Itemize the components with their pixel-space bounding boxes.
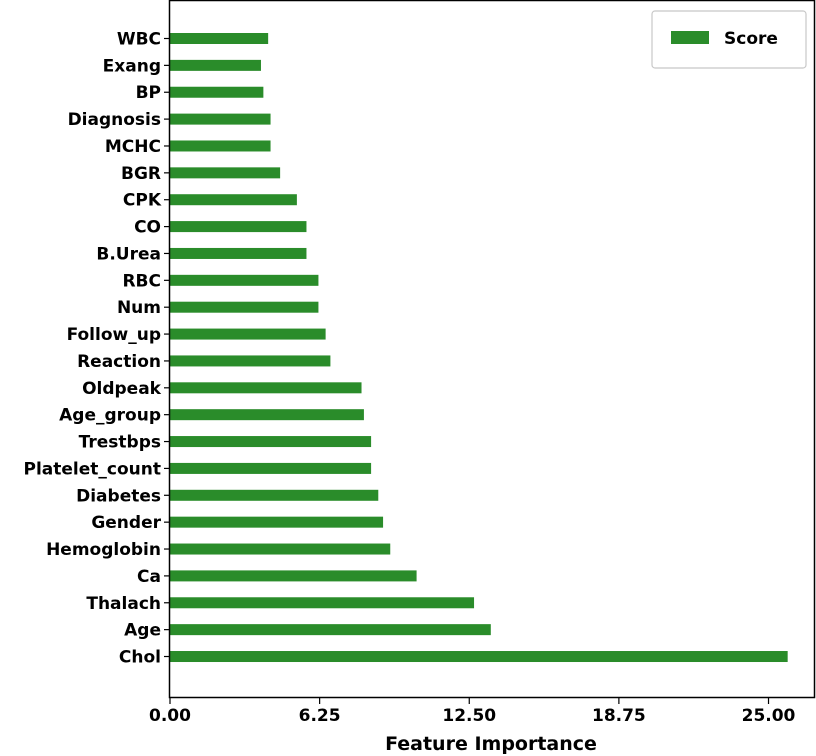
y-tick-label: Num: [117, 298, 161, 318]
y-tick-label: CO: [134, 218, 161, 238]
bars-group: [170, 33, 788, 663]
x-tick-label: 25.00: [742, 706, 796, 726]
y-tick-labels: WBC Exang BP Diagnosis MCHC BGR CPK CO B.Urea RBC…: [24, 30, 170, 668]
y-tick-label: Age_group: [59, 406, 161, 426]
bar-mchc: [170, 140, 271, 152]
legend: Score: [651, 10, 807, 69]
y-tick-label: Reaction: [77, 352, 161, 372]
y-tick-label: B.Urea: [96, 244, 161, 264]
y-tick-label: Follow_up: [67, 325, 161, 345]
y-tick-label: Age: [124, 621, 161, 641]
y-tick-label: Exang: [103, 56, 161, 76]
bar-exang: [170, 59, 261, 71]
bar-chol: [170, 651, 788, 663]
y-tick-label: Diagnosis: [68, 110, 161, 130]
bar-reaction: [170, 355, 331, 367]
bar-age: [170, 624, 491, 636]
bar-ca: [170, 570, 417, 582]
plot-frame: [168, 0, 816, 699]
legend-swatch: [671, 31, 709, 44]
bar-hemoglobin: [170, 543, 391, 555]
x-ticks-group: 0.00 6.25 12.50 18.75 25.00: [149, 698, 796, 726]
bar-diabetes: [170, 489, 379, 501]
y-tick-label: WBC: [117, 30, 161, 50]
bar-rbc: [170, 274, 319, 286]
bar-bp: [170, 86, 264, 98]
x-tick-label: 18.75: [592, 706, 646, 726]
y-tick-label: Ca: [137, 567, 161, 587]
y-tick-label: Thalach: [86, 594, 161, 614]
bar-b-urea: [170, 247, 307, 259]
y-tick-label: BP: [136, 83, 161, 103]
y-tick-label: Diabetes: [76, 486, 161, 506]
y-tick-label: Oldpeak: [82, 379, 162, 399]
y-tick-label: Trestbps: [79, 433, 161, 453]
x-tick-label: 0.00: [149, 706, 191, 726]
bar-co: [170, 221, 307, 233]
y-tick-label: RBC: [122, 271, 161, 291]
y-tick-label: CPK: [123, 191, 162, 211]
bar-thalach: [170, 597, 475, 609]
legend-box: [651, 10, 807, 69]
legend-label: Score: [724, 29, 778, 49]
bar-num: [170, 301, 319, 313]
bar-wbc: [170, 33, 269, 44]
y-tick-label: Hemoglobin: [46, 540, 161, 560]
bar-bgr: [170, 167, 281, 179]
bar-diagnosis: [170, 113, 271, 125]
x-axis-title: Feature Importance: [385, 733, 597, 755]
bar-gender: [170, 516, 384, 528]
bar-age-group: [170, 409, 364, 421]
y-tick-label: Platelet_count: [24, 459, 162, 479]
bar-oldpeak: [170, 382, 362, 394]
y-tick-label: MCHC: [105, 137, 161, 157]
y-tick-label: Gender: [91, 513, 161, 533]
x-tick-label: 6.25: [299, 706, 341, 726]
bar-platelet-count: [170, 462, 372, 474]
bar-cpk: [170, 194, 297, 206]
y-tick-label: Chol: [119, 648, 161, 668]
bar-follow-up: [170, 328, 326, 340]
y-tick-label: BGR: [121, 164, 161, 184]
x-tick-label: 12.50: [442, 706, 496, 726]
bar-trestbps: [170, 436, 372, 448]
